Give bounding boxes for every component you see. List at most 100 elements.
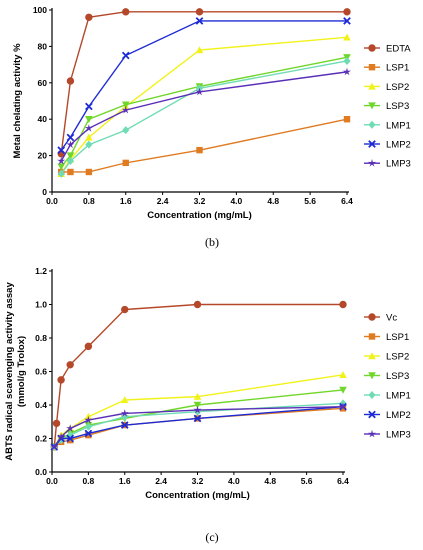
data-point <box>195 17 204 25</box>
data-point <box>339 386 347 394</box>
series-line <box>60 11 347 154</box>
data-point <box>85 431 92 439</box>
y-tick-label: 0.4 <box>35 400 47 410</box>
data-point <box>57 146 66 154</box>
series-lmp3 <box>50 402 347 451</box>
data-point <box>84 422 92 431</box>
x-tick-label: 4.0 <box>230 196 242 206</box>
legend-marker <box>368 64 376 71</box>
data-point <box>120 409 129 417</box>
y-tick-label: 80 <box>38 41 48 51</box>
data-point <box>122 159 129 167</box>
legend-marker <box>368 159 376 167</box>
data-point <box>66 133 75 142</box>
y-tick-label: 0 <box>42 187 47 197</box>
chart-metal-chelating: 0.0 0.8 1.6 2.4 3.2 4.0 4.8 5.6 6.4 0 20 40 60 80 100 C… <box>12 5 411 221</box>
x-tick-label: 2.4 <box>157 196 169 206</box>
x-tick-label: 6.4 <box>337 476 349 486</box>
y-tick-label: 1.2 <box>35 266 47 276</box>
data-point <box>66 140 75 149</box>
x-tick-label: 2.4 <box>155 476 167 486</box>
caption-b: (b) <box>205 235 219 249</box>
data-point <box>195 46 204 54</box>
series-lsp1 <box>58 116 351 176</box>
legend-label: LSP3 <box>386 371 409 382</box>
data-point <box>85 102 93 111</box>
legend-item: Vc <box>364 313 397 324</box>
data-point <box>121 412 129 421</box>
legend-label: LMP3 <box>386 430 411 441</box>
data-point <box>84 342 93 351</box>
x-axis-title: Concentration (mg/mL) <box>147 210 252 221</box>
legend-label: LMP3 <box>386 159 411 170</box>
legend-label: Vc <box>386 313 397 324</box>
data-point <box>122 126 130 135</box>
legend-label: EDTA <box>386 44 411 55</box>
x-tick-label: 6.4 <box>341 196 353 206</box>
data-point <box>66 361 74 369</box>
series-line <box>60 71 348 162</box>
legend-item: LMP1 <box>364 391 411 402</box>
x-tick-label: 5.6 <box>301 476 313 486</box>
data-point <box>193 401 202 409</box>
data-point <box>193 414 202 423</box>
legend-label: LMP2 <box>386 140 411 151</box>
legend-marker <box>368 313 376 321</box>
data-point <box>339 300 347 309</box>
data-point <box>343 8 351 16</box>
y-axis-title: ABTS radical scavenging activity assay <box>4 282 15 461</box>
x-tick-label: 0.0 <box>46 476 58 486</box>
legend-marker <box>368 352 376 360</box>
legend-label: LSP2 <box>386 352 409 363</box>
data-point <box>120 396 129 404</box>
legend-item: LSP1 <box>364 332 409 343</box>
y-tick-label: 60 <box>38 78 48 88</box>
legend-item: LMP2 <box>364 140 411 151</box>
legend-marker <box>368 120 376 129</box>
series-vc <box>50 300 347 451</box>
data-point <box>66 431 74 440</box>
legend-marker <box>368 102 376 110</box>
series-lsp2 <box>57 33 351 177</box>
data-point <box>193 300 202 309</box>
data-point <box>85 133 93 141</box>
legend-item: LSP1 <box>364 63 409 74</box>
data-point <box>66 434 75 443</box>
data-point <box>195 87 204 96</box>
y-tick-label: 0.6 <box>35 367 47 377</box>
data-point <box>50 442 59 451</box>
data-point <box>52 419 61 428</box>
legend-marker <box>368 140 376 148</box>
data-point <box>195 8 204 16</box>
legend-label: LSP1 <box>386 332 409 343</box>
series-lsp3 <box>57 54 351 171</box>
legend-item: LSP3 <box>364 371 409 382</box>
legend-item: EDTA <box>364 44 411 55</box>
data-point <box>66 157 75 166</box>
data-point <box>66 77 75 85</box>
y-tick-label: 0.2 <box>35 434 47 444</box>
x-tick-label: 3.2 <box>194 196 206 206</box>
data-point <box>57 156 66 165</box>
data-point <box>339 405 347 412</box>
legend-item: LMP3 <box>364 430 411 441</box>
y-tick-label: 20 <box>38 151 48 161</box>
series-edta <box>57 8 351 158</box>
data-point <box>193 405 202 414</box>
legend-item: LMP1 <box>364 120 411 131</box>
data-point <box>339 371 347 379</box>
data-point <box>85 116 93 123</box>
x-tick-label: 1.6 <box>120 196 132 206</box>
series-lmp3 <box>57 67 351 165</box>
data-point <box>57 169 65 178</box>
legend-marker <box>368 333 376 340</box>
legend-item: LSP2 <box>364 82 409 93</box>
data-point <box>57 376 65 384</box>
data-point <box>121 105 130 114</box>
y-axis-title: (mmol/g Trolox) <box>16 336 27 407</box>
data-point <box>343 17 351 25</box>
data-point <box>57 163 66 171</box>
x-axis-title: Concentration (mg/mL) <box>145 490 250 501</box>
series-line <box>60 36 348 175</box>
